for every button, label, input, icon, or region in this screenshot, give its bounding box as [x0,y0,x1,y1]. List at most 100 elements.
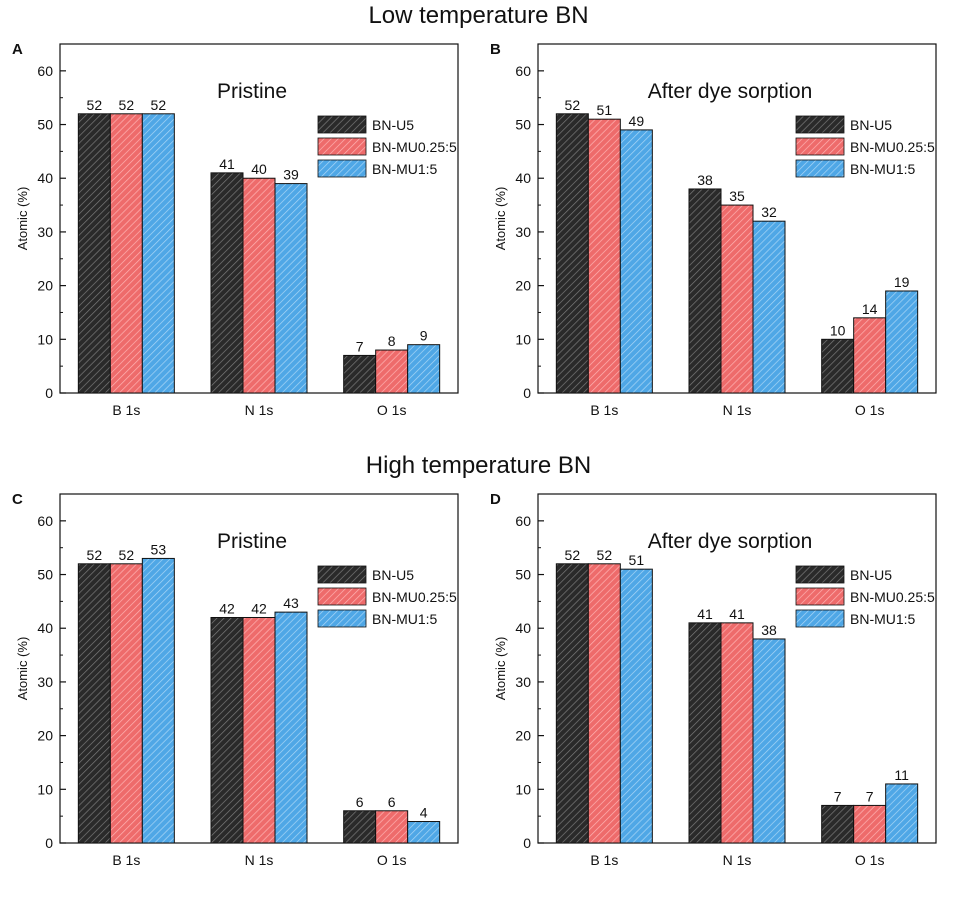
legend-label: BN-MU1:5 [850,161,916,177]
legend-label: BN-U5 [372,117,414,133]
bar-value-label: 52 [565,547,581,563]
bar [109,113,143,394]
bar-value-label: 14 [862,301,878,317]
bar-value-label: 7 [866,788,874,804]
bar-value-label: 52 [597,547,613,563]
panel-letter: D [490,491,501,508]
bar-value-label: 51 [597,102,613,118]
bar [587,563,621,844]
bar [555,113,589,394]
y-tick-label: 50 [37,567,53,583]
bar [343,354,377,394]
bar [821,804,855,844]
y-tick-label: 50 [37,117,53,133]
y-tick-label: 60 [515,513,531,529]
legend-swatch [317,565,367,584]
bar-value-label: 41 [729,606,745,622]
bar [141,113,175,394]
bar [242,616,276,844]
legend-label: BN-MU0.25:5 [850,589,935,605]
x-tick-label: O 1s [855,402,885,418]
chart-panel-a: A 0 10 20 30 40 50 60 Atomic (%) Pristine B 1s 52 52… [12,41,459,418]
legend-swatch [795,137,845,156]
y-tick-label: 20 [37,278,53,294]
chart-title: Pristine [217,530,287,553]
bar-value-label: 42 [251,600,267,616]
bar-value-label: 10 [830,322,846,338]
bar [77,113,111,394]
y-tick-label: 30 [515,224,531,240]
bar-value-label: 7 [356,338,364,354]
bar-value-label: 41 [219,156,235,172]
bar-value-label: 19 [894,274,910,290]
bar [242,177,276,394]
bar [720,204,754,394]
y-tick-label: 40 [515,620,531,636]
bar [407,821,441,844]
bar [210,616,244,844]
bar-value-label: 52 [119,97,135,113]
bar [853,804,887,844]
bar [141,557,175,844]
x-tick-label: N 1s [245,852,274,868]
bar-value-label: 52 [151,97,167,113]
bar-value-label: 52 [565,97,581,113]
bar [407,344,441,394]
x-tick-label: B 1s [590,402,618,418]
y-tick-label: 20 [37,728,53,744]
y-tick-label: 40 [37,170,53,186]
panel-letter: A [12,41,23,58]
legend-label: BN-MU0.25:5 [372,589,457,605]
bar-value-label: 11 [894,767,909,783]
legend-swatch [795,115,845,134]
bar [375,810,409,844]
y-tick-label: 30 [515,674,531,690]
y-tick-label: 50 [515,117,531,133]
x-tick-label: N 1s [723,852,752,868]
x-tick-label: O 1s [377,402,407,418]
y-tick-label: 20 [515,728,531,744]
y-tick-label: 10 [37,331,53,347]
bar [885,290,919,394]
legend-swatch [795,159,845,178]
y-tick-label: 10 [515,781,531,797]
y-tick-label: 30 [37,674,53,690]
legend-label: BN-MU0.25:5 [850,139,935,155]
bar-value-label: 52 [87,97,103,113]
legend-label: BN-MU0.25:5 [372,139,457,155]
bar-value-label: 53 [151,541,167,557]
bar-value-label: 42 [219,600,235,616]
x-tick-label: O 1s [855,852,885,868]
bar-value-label: 51 [629,552,645,568]
legend-label: BN-MU1:5 [850,611,916,627]
y-axis-label: Atomic (%) [493,187,508,251]
x-tick-label: O 1s [377,852,407,868]
panel-letter: C [12,491,23,508]
legend-label: BN-MU1:5 [372,611,438,627]
bar-value-label: 32 [761,204,777,220]
bar-value-label: 39 [283,167,299,183]
bar [619,568,653,844]
bar [720,622,754,844]
bar-value-label: 38 [761,622,777,638]
bar-value-label: 8 [388,333,396,349]
chart-title: Pristine [217,80,287,103]
legend-swatch [795,609,845,628]
y-tick-label: 20 [515,278,531,294]
bar [885,783,919,844]
x-tick-label: B 1s [590,852,618,868]
legend-swatch [795,565,845,584]
chart-panel-b: B 0 10 20 30 40 50 60 Atomic (%) After dye sorpti… [490,41,937,418]
y-tick-label: 0 [523,385,531,401]
bar [752,638,786,844]
bar [109,563,143,844]
bar-value-label: 52 [119,547,135,563]
bar-value-label: 40 [251,161,267,177]
y-axis-label: Atomic (%) [493,637,508,701]
y-tick-label: 0 [45,835,53,851]
y-tick-label: 10 [515,331,531,347]
bar-value-label: 35 [729,188,745,204]
legend-label: BN-MU1:5 [372,161,438,177]
panel-letter: B [490,41,501,58]
y-tick-label: 60 [37,63,53,79]
